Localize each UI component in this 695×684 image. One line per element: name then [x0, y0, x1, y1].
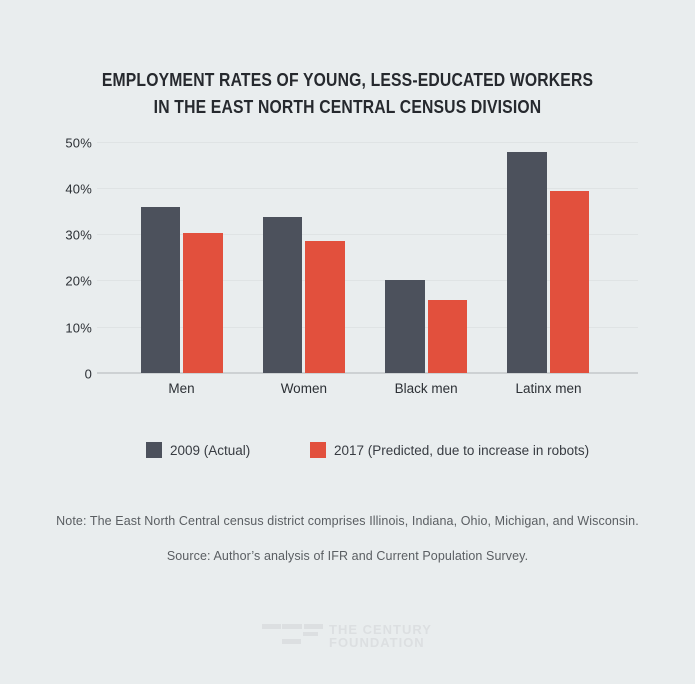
chart-title-line2: IN THE EAST NORTH CENTRAL CENSUS DIVISIO… [153, 96, 542, 117]
gridline-40 [97, 187, 638, 189]
y-tick-label-30: 30% [65, 227, 92, 243]
x-axis-label-men: Men [168, 381, 195, 396]
chart-title: EMPLOYMENT RATES OF YOUNG, LESS-EDUCATED… [0, 66, 695, 120]
legend-swatch-2017 [310, 442, 326, 458]
note-text: Note: The East North Central census dist… [56, 514, 639, 528]
logo-text-line1: THE CENTURY [329, 622, 432, 637]
bar-2017-women [305, 240, 345, 373]
bar-2017-men [183, 233, 223, 373]
legend-swatch-2009 [146, 442, 162, 458]
bar-2009-women [262, 216, 303, 373]
century-foundation-logo-icon [262, 624, 323, 644]
x-axis-label-latinx-men: Latinx men [515, 381, 582, 396]
bar-2009-latinx-men [507, 152, 547, 373]
x-axis-line [97, 372, 638, 374]
x-axis-label-black-men: Black men [394, 381, 458, 396]
x-axis-label-women: Women [280, 381, 327, 396]
logo-bar [262, 624, 281, 629]
source-text: Source: Author’s analysis of IFR and Cur… [166, 549, 529, 563]
gridline-50 [97, 141, 638, 143]
logo-bar [282, 639, 301, 644]
logo-bar [282, 624, 302, 629]
y-tick-label-50: 50% [65, 135, 92, 150]
logo-bar [303, 631, 319, 636]
bar-2009-men [140, 206, 180, 373]
y-tick-label-40: 40% [65, 181, 92, 197]
logo-bar [304, 624, 323, 629]
plot-area [97, 126, 638, 374]
century-foundation-logo-text: THE CENTURY FOUNDATION [329, 623, 432, 650]
gridline-20 [97, 280, 638, 282]
gridline-30 [97, 234, 638, 236]
logo-text-line2: FOUNDATION [329, 635, 425, 651]
chart-title-line1: EMPLOYMENT RATES OF YOUNG, LESS-EDUCATED… [101, 69, 594, 90]
y-tick-label-10: 10% [65, 320, 92, 336]
bar-2017-latinx-men [549, 191, 590, 373]
bar-2009-black-men [385, 280, 425, 373]
bar-2017-black-men [427, 300, 468, 373]
century-foundation-logo: THE CENTURY FOUNDATION [262, 623, 432, 650]
gridline-10 [97, 326, 638, 328]
legend-label-2017: 2017 (Predicted, due to increase in robo… [334, 443, 590, 458]
legend-label-2009: 2009 (Actual) [170, 443, 251, 458]
y-tick-label-20: 20% [65, 273, 92, 289]
y-tick-label-0: 0 [84, 366, 92, 382]
